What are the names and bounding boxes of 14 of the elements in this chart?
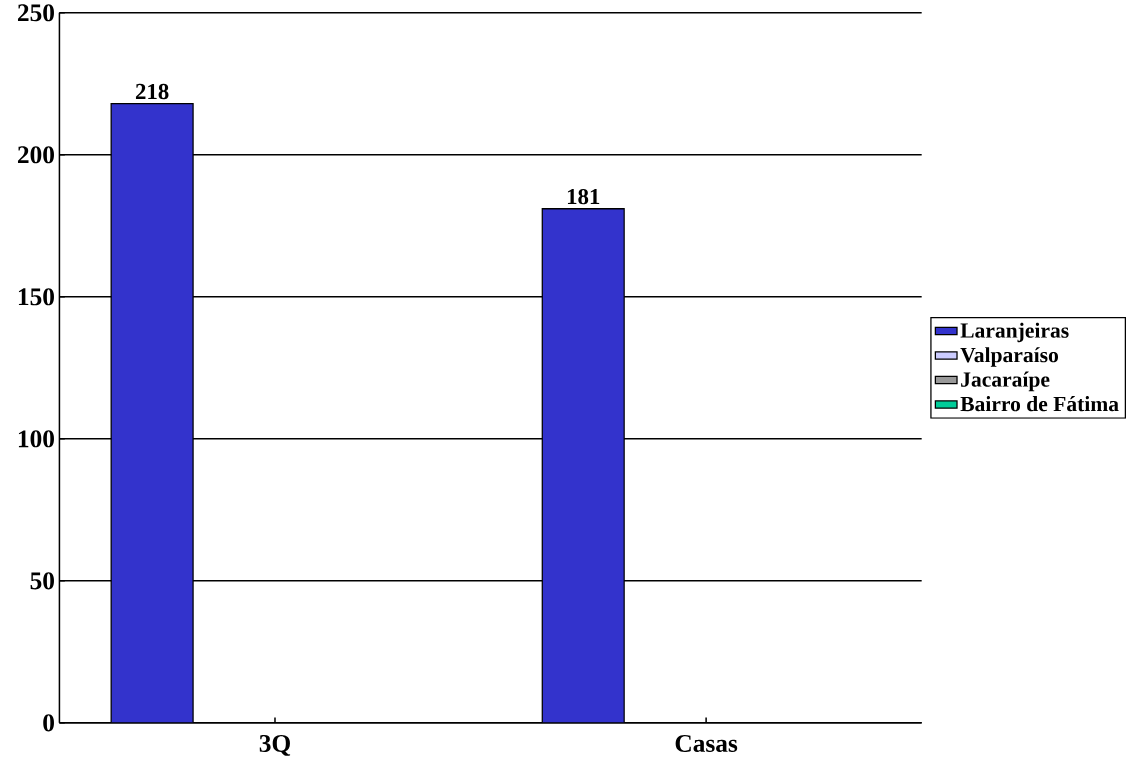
data-label: 181 — [567, 188, 600, 205]
x-tick-label: 3Q — [259, 734, 291, 756]
legend-label: Laranjeiras — [960, 322, 1069, 343]
x-tick-label: Casas — [675, 734, 738, 752]
y-tick-label: 100 — [18, 430, 54, 448]
data-label: 218 — [135, 83, 169, 100]
y-tick-label: 200 — [17, 146, 54, 164]
y-tick-label: 250 — [17, 4, 54, 22]
legend-label: Jacaraípe — [961, 371, 1050, 392]
y-tick-label: 150 — [18, 288, 54, 306]
y-tick-label: 0 — [43, 714, 54, 732]
legend-label: Bairro de Fátima — [960, 396, 1119, 412]
legend-label: Valparaíso — [960, 347, 1059, 367]
y-tick-label: 50 — [30, 572, 54, 590]
